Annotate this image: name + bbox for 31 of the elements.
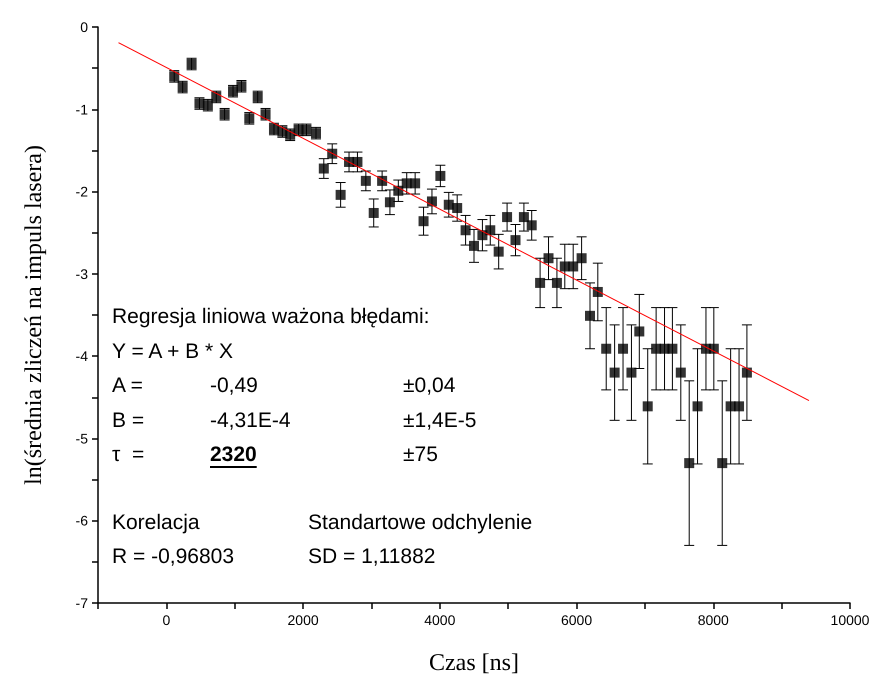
y-tick-label: -7 (76, 595, 88, 611)
annotation: 2320 (210, 443, 257, 466)
annotation: τ = (112, 443, 144, 466)
y-axis-title: ln(średnia zliczeń na impuls lasera) (21, 145, 47, 485)
y-tick-label: -3 (76, 266, 88, 282)
y-tick-label: -4 (76, 348, 88, 364)
y-tick-label: -5 (76, 430, 88, 446)
annotation: SD = 1,11882 (308, 545, 436, 568)
annotation: Y = A + B * X (112, 340, 234, 363)
x-tick-label: 0 (162, 612, 170, 628)
annotation: Korelacja (112, 511, 200, 534)
y-tick-label: 0 (80, 19, 88, 35)
x-tick-label: 8000 (698, 612, 730, 628)
x-tick-label: 6000 (560, 612, 592, 628)
annotation: -0,49 (210, 374, 258, 397)
annotation: B = (112, 409, 144, 432)
annotation: Regresja liniowa ważona błędami: (112, 305, 430, 328)
annotation: ±1,4E-5 (403, 409, 476, 432)
x-tick-label: 2000 (288, 612, 319, 628)
annotation: Standartowe odchylenie (308, 511, 532, 534)
annotation: ±0,04 (403, 374, 456, 397)
annotation: R = -0,96803 (112, 545, 234, 568)
x-axis-title: Czas [ns] (429, 650, 519, 676)
annotation: ±75 (403, 443, 438, 466)
x-tick-label: 10000 (830, 612, 870, 628)
y-tick-label: -6 (76, 512, 88, 529)
x-tick-label: 4000 (424, 612, 456, 628)
y-tick-label: -2 (76, 184, 88, 200)
annotation: -4,31E-4 (210, 409, 291, 432)
annotation: A = (112, 374, 143, 397)
y-tick-label: -1 (76, 101, 88, 118)
